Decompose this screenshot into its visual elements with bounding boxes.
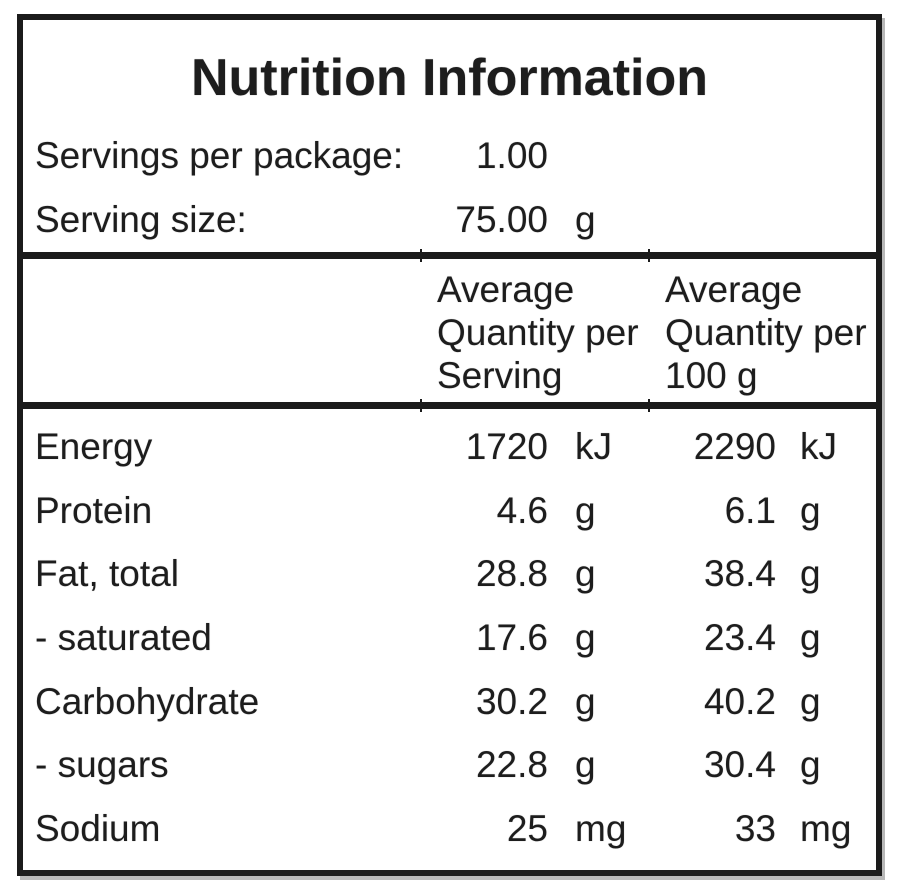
per-100g-value: 30.4: [703, 744, 776, 786]
per-serving-unit: g: [575, 744, 596, 786]
per-100g-unit: g: [800, 616, 821, 658]
nutrient-row: Fat, total 28.8 g 38.4 g: [23, 542, 876, 606]
section-divider: [23, 399, 876, 412]
header-spacer: [23, 268, 437, 402]
nutrient-name: Carbohydrate: [35, 680, 260, 722]
nutrient-row: - saturated 17.6 g 23.4 g: [23, 606, 876, 670]
per-100g-value: 6.1: [724, 489, 776, 531]
per-serving-unit: g: [575, 489, 596, 531]
header-line: Quantity per: [437, 312, 639, 353]
nutrition-label: Nutrition Information Servings per packa…: [17, 14, 882, 876]
nutrient-name: - sugars: [35, 744, 169, 786]
serving-label: Serving size:: [35, 199, 247, 240]
per-serving-value: 17.6: [475, 616, 548, 658]
nutrient-name: Energy: [35, 425, 153, 467]
per-serving-unit: g: [575, 616, 596, 658]
section-divider: [23, 249, 876, 262]
per-serving-value: 25: [506, 807, 548, 849]
column-tick: [420, 399, 422, 412]
header-line: Quantity per: [665, 312, 867, 353]
serving-row: Serving size: 75.00 g: [23, 188, 876, 252]
per-100g-value: 38.4: [703, 553, 776, 595]
per-serving-value: 4.6: [496, 489, 548, 531]
per-100g-unit: g: [800, 744, 821, 786]
header-line: Serving: [437, 355, 563, 396]
column-tick: [420, 249, 422, 262]
per-serving-value: 22.8: [475, 744, 548, 786]
nutrient-row: - sugars 22.8 g 30.4 g: [23, 733, 876, 797]
nutrient-row: Carbohydrate 30.2 g 40.2 g: [23, 670, 876, 734]
nutrient-name: Sodium: [35, 807, 161, 849]
serving-row: Servings per package: 1.00: [23, 124, 876, 188]
per-100g-unit: g: [800, 489, 821, 531]
per-100g-value: 33: [734, 807, 776, 849]
per-100g-unit: mg: [800, 807, 852, 849]
column-headers: Average Quantity per Serving Average Qua…: [23, 259, 876, 402]
nutrient-table: Energy 1720 kJ 2290 kJ Protein 4.6 g 6.1…: [23, 409, 876, 861]
nutrient-row: Protein 4.6 g 6.1 g: [23, 479, 876, 543]
per-100g-value: 23.4: [703, 616, 776, 658]
per-100g-unit: g: [800, 553, 821, 595]
column-tick: [648, 399, 650, 412]
per-100g-value: 2290: [693, 425, 776, 467]
nutrient-name: Protein: [35, 489, 153, 531]
nutrient-row: Sodium 25 mg 33 mg: [23, 797, 876, 861]
serving-value: 1.00: [475, 135, 548, 176]
header-line: Average: [437, 269, 575, 310]
nutrient-name: Fat, total: [35, 553, 179, 595]
per-serving-unit: kJ: [575, 425, 612, 467]
header-line: Average: [665, 269, 803, 310]
per-100g-unit: g: [800, 680, 821, 722]
col-header-per-serving: Average Quantity per Serving: [437, 268, 665, 402]
per-serving-value: 1720: [465, 425, 548, 467]
per-serving-value: 30.2: [475, 680, 548, 722]
per-serving-unit: g: [575, 680, 596, 722]
per-100g-value: 40.2: [703, 680, 776, 722]
serving-label: Servings per package:: [35, 135, 404, 176]
nutrient-row: Energy 1720 kJ 2290 kJ: [23, 415, 876, 479]
column-tick: [648, 249, 650, 262]
header-line: 100 g: [665, 355, 758, 396]
nutrient-name: - saturated: [35, 616, 212, 658]
serving-info-section: Servings per package: 1.00 Serving size:…: [23, 124, 876, 252]
label-title: Nutrition Information: [190, 49, 709, 107]
serving-unit: g: [575, 199, 596, 240]
col-header-per-100g: Average Quantity per 100 g: [665, 268, 876, 402]
per-serving-unit: mg: [575, 807, 627, 849]
per-serving-value: 28.8: [475, 553, 548, 595]
serving-value: 75.00: [455, 199, 548, 240]
per-100g-unit: kJ: [800, 425, 837, 467]
per-serving-unit: g: [575, 553, 596, 595]
